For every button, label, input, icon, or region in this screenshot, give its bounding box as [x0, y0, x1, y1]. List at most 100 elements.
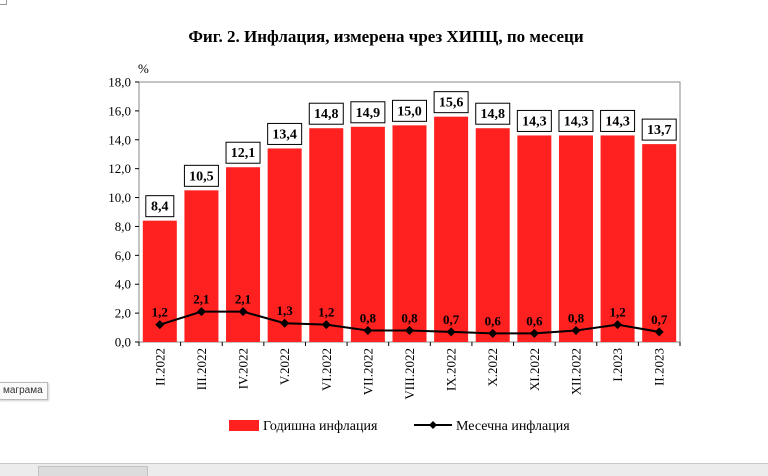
data-label-monthly: 1,2	[152, 305, 168, 320]
bar-annual-inflation	[600, 135, 635, 342]
data-label-monthly: 0,8	[568, 310, 585, 325]
data-label-monthly: 0,6	[485, 313, 502, 328]
data-label-monthly: 0,7	[443, 312, 460, 327]
bar-annual-inflation	[434, 116, 469, 343]
data-label-box	[433, 91, 469, 114]
data-label-annual: 13,7	[647, 123, 672, 138]
data-label-monthly: 0,7	[651, 312, 668, 327]
tooltip: маграма	[0, 382, 48, 400]
bar-annual-inflation	[517, 135, 552, 342]
data-label-box	[558, 109, 594, 132]
point-monthly-inflation	[446, 327, 456, 337]
data-label-box	[516, 109, 552, 132]
data-label-box	[308, 102, 344, 125]
y-tick-label: 8,0	[115, 219, 131, 234]
data-label-annual: 14,3	[522, 114, 547, 129]
annual-inflation-labels: 8,4 10,5 12,1 13,4 14,8 14,9 15,0 15,6 14,8 14,3 1…	[145, 91, 677, 218]
data-label-monthly: 2,1	[235, 292, 251, 307]
bar-annual-inflation	[475, 128, 510, 342]
data-label-box	[475, 102, 511, 125]
x-tick-label: VI.2022	[319, 348, 334, 391]
point-monthly-inflation	[280, 318, 290, 328]
x-tick-label: III.2022	[194, 348, 209, 390]
point-monthly-inflation	[571, 325, 581, 335]
monthly-inflation-line	[155, 307, 664, 338]
data-label-box	[641, 118, 677, 141]
x-tick-label: X.2022	[485, 348, 500, 387]
x-tick-label: V.2022	[277, 348, 292, 385]
data-label-annual: 14,8	[480, 107, 505, 122]
window-corner	[0, 0, 7, 5]
y-tick-label: 0,0	[115, 335, 131, 350]
bar-annual-inflation	[350, 126, 385, 343]
data-label-annual: 8,4	[151, 200, 169, 215]
x-tick-label: IX.2022	[444, 348, 459, 391]
point-monthly-inflation	[405, 325, 414, 335]
y-axis: 0,0 2,0 4,0 6,0 8,0 10,0 12,0 14,0 16,0 18,0	[108, 75, 139, 350]
point-monthly-inflation	[654, 327, 664, 337]
bar-annual-inflation	[558, 135, 593, 342]
data-label-annual: 10,5	[189, 169, 214, 184]
x-tick-label: XI.2022	[527, 348, 542, 391]
x-axis: II.2022 III.2022 IV.2022 V.2022 VI.2022 VII.2…	[138, 342, 681, 400]
data-label-monthly: 2,1	[193, 292, 209, 307]
y-tick-label: 14,0	[108, 132, 131, 147]
bar-annual-inflation	[392, 125, 427, 342]
legend-swatch-annual	[229, 420, 259, 431]
y-tick-label: 16,0	[108, 103, 131, 118]
data-label-annual: 15,6	[439, 96, 464, 111]
monthly-inflation-labels: 1,2 2,1 2,1 1,3 1,2 0,8 0,8 0,7 0,6 0,6 0,8 1,2 0,7	[152, 292, 668, 329]
bar-annual-inflation	[309, 128, 344, 342]
annual-inflation-bars	[142, 116, 677, 343]
x-tick-label: XII.2022	[568, 348, 583, 395]
data-label-annual: 13,4	[272, 127, 297, 142]
bottom-bar	[0, 463, 768, 476]
y-tick-label: 18,0	[108, 75, 131, 90]
chart-legend: Годишна инфлация Месечна инфлация	[229, 419, 570, 434]
bottom-tab[interactable]	[38, 466, 148, 476]
legend-label-monthly: Месечна инфлация	[456, 419, 570, 434]
x-tick-label: IV.2022	[236, 348, 251, 389]
legend-swatch-monthly-marker	[429, 421, 437, 429]
data-label-monthly: 0,6	[526, 313, 543, 328]
data-label-box	[225, 141, 261, 164]
y-tick-label: 4,0	[115, 277, 131, 292]
point-monthly-inflation	[529, 328, 539, 338]
point-monthly-inflation	[488, 328, 498, 338]
chart-title: Фиг. 2. Инфлация, измерена чрез ХИПЦ, по…	[188, 27, 584, 46]
bar-annual-inflation	[642, 144, 677, 342]
data-label-box	[392, 99, 427, 122]
data-label-annual: 14,8	[314, 107, 339, 122]
data-label-annual: 14,9	[356, 106, 381, 121]
point-monthly-inflation	[613, 320, 623, 330]
x-tick-label: VIII.2022	[402, 348, 417, 400]
x-tick-label: II.2022	[152, 348, 167, 386]
x-tick-label: I.2023	[610, 348, 625, 382]
data-label-box	[600, 109, 636, 132]
point-monthly-inflation	[238, 307, 248, 317]
x-tick-label: VII.2022	[360, 348, 375, 395]
point-monthly-inflation	[155, 320, 165, 330]
y-tick-label: 12,0	[108, 161, 131, 176]
data-label-monthly: 1,2	[609, 305, 625, 320]
point-monthly-inflation	[363, 325, 373, 335]
data-label-box	[183, 164, 219, 187]
data-label-annual: 14,3	[605, 114, 630, 129]
data-label-annual: 12,1	[231, 146, 256, 161]
y-tick-label: 10,0	[108, 190, 131, 205]
data-label-monthly: 0,8	[401, 310, 418, 325]
y-axis-unit-label: %	[138, 61, 149, 76]
point-monthly-inflation	[321, 320, 331, 330]
data-label-monthly: 1,2	[318, 305, 334, 320]
bar-annual-inflation	[184, 190, 219, 342]
data-label-monthly: 0,8	[360, 310, 377, 325]
data-label-box	[350, 101, 386, 124]
data-label-annual: 14,3	[564, 114, 589, 129]
y-tick-label: 6,0	[115, 248, 131, 263]
point-monthly-inflation	[196, 307, 206, 317]
y-tick-label: 2,0	[115, 306, 131, 321]
bar-annual-inflation	[267, 148, 302, 342]
data-label-monthly: 1,3	[277, 303, 294, 318]
x-tick-label: II.2023	[652, 348, 667, 386]
